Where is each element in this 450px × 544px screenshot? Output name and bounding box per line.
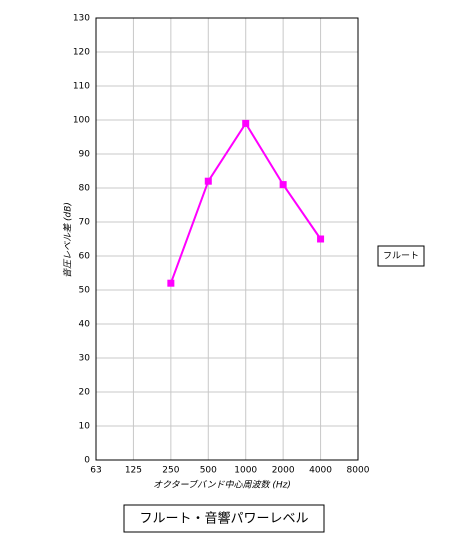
y-axis-label: 音圧レベル差 (dB) bbox=[63, 202, 74, 278]
x-tick-label: 1000 bbox=[234, 466, 257, 476]
legend-box bbox=[377, 245, 425, 267]
y-tick-label: 90 bbox=[79, 150, 91, 160]
title-box bbox=[123, 504, 325, 533]
y-tick-label: 30 bbox=[79, 354, 91, 364]
point-marker bbox=[204, 177, 212, 185]
chart-title: フルート・音響パワーレベル bbox=[139, 511, 308, 527]
x-tick-label: 2000 bbox=[272, 466, 295, 476]
x-tick-label: 500 bbox=[200, 466, 217, 476]
y-tick-label: 40 bbox=[79, 320, 91, 330]
x-tick-label: 125 bbox=[125, 466, 142, 476]
y-tick-label: 120 bbox=[73, 48, 90, 58]
y-tick-label: 50 bbox=[79, 286, 91, 296]
y-tick-label: 70 bbox=[79, 218, 91, 228]
y-tick-label: 20 bbox=[79, 388, 91, 398]
y-tick-label: 60 bbox=[79, 252, 91, 262]
point-marker bbox=[317, 235, 325, 243]
y-tick-label: 80 bbox=[79, 184, 91, 194]
point-marker bbox=[242, 119, 250, 127]
y-tick-label: 10 bbox=[79, 422, 91, 432]
x-tick-label: 4000 bbox=[309, 466, 332, 476]
y-tick-label: 100 bbox=[73, 116, 90, 126]
point-marker bbox=[167, 279, 175, 287]
x-tick-label: 63 bbox=[90, 466, 101, 476]
y-tick-label: 110 bbox=[73, 82, 90, 92]
legend-label: フルート bbox=[383, 252, 419, 262]
x-axis-label: オクターブバンド中心周波数 (Hz) bbox=[153, 480, 291, 491]
point-marker bbox=[279, 181, 287, 189]
x-tick-label: 250 bbox=[162, 466, 179, 476]
y-tick-label: 0 bbox=[84, 456, 90, 466]
y-tick-label: 130 bbox=[73, 14, 90, 24]
plot-frame bbox=[95, 17, 359, 461]
x-tick-label: 8000 bbox=[347, 466, 370, 476]
